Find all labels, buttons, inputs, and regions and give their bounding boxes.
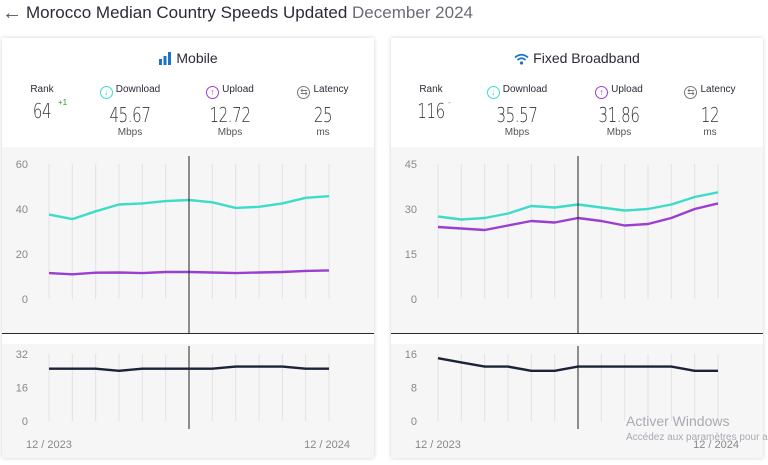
fixed-latency-unit: ms <box>703 127 717 138</box>
fixed-rank-value: 116 <box>417 99 445 123</box>
fixed-upload-value: 31.86 <box>598 103 640 127</box>
page-header: ← Morocco Median Country Speeds Updated … <box>0 0 768 28</box>
mobile-download-value: 45.67 <box>109 103 151 127</box>
page-title: Morocco Median Country Speeds Updated De… <box>26 3 473 23</box>
mobile-latency-chart-svg: 0 16 32 12 / 2023 12 / 2024 <box>16 346 350 451</box>
download-label: Download <box>115 84 161 95</box>
fixed-title-label: Fixed Broadband <box>533 50 640 66</box>
fixed-latency-chart[interactable]: 0 8 16 12 / 2023 12 / 2024 <box>391 344 763 458</box>
y-tick-label: 20 <box>16 249 28 261</box>
fixed-rank-stat: Rank 116 <box>409 84 453 123</box>
mobile-latency-unit: ms <box>316 127 330 138</box>
fixed-card: Fixed Broadband Rank 116 - ↓ Download 35.… <box>391 38 763 458</box>
latency-label: Latency <box>313 84 349 95</box>
y-tick-label: 16 <box>405 349 417 361</box>
y-tick-label: 0 <box>22 294 28 306</box>
windows-activation-title: Activer Windows <box>626 413 730 429</box>
fixed-upload-unit: Mbps <box>606 127 632 138</box>
y-tick-label: 30 <box>405 204 417 216</box>
windows-activation-text: Accédez aux paramètres pour activer Wind… <box>626 432 768 443</box>
fixed-download-value: 35.57 <box>496 103 538 127</box>
y-tick-label: 0 <box>22 416 28 428</box>
latency-label: Latency <box>700 84 736 95</box>
y-tick-label: 40 <box>16 204 28 216</box>
x-axis-start-label: 12 / 2023 <box>26 439 72 451</box>
upload-icon: ↑ <box>595 86 609 99</box>
rank-label: Rank <box>30 84 54 95</box>
chart-divider <box>391 333 763 334</box>
latency-icon: ⇆ <box>684 86 698 99</box>
mobile-latency-chart[interactable]: 0 16 32 12 / 2023 12 / 2024 <box>2 344 374 458</box>
mobile-upload-value: 12.72 <box>209 103 251 127</box>
y-tick-label: 0 <box>411 294 417 306</box>
fixed-download-stat: ↓ Download 35.57 Mbps <box>477 84 557 138</box>
upload-label: Upload <box>222 84 254 95</box>
mobile-upload-stat: ↑ Upload 12.72 Mbps <box>192 84 268 138</box>
mobile-rank-delta: +1 <box>58 98 68 107</box>
mobile-card-title: Mobile <box>2 50 374 66</box>
mobile-download-stat: ↓ Download 45.67 Mbps <box>90 84 170 138</box>
fixed-latency-stat: ⇆ Latency 12 ms <box>673 84 747 138</box>
mobile-speed-chart-svg: 0 20 40 60 <box>16 156 330 333</box>
mobile-rank-stat: Rank 64 <box>20 84 64 123</box>
mobile-title-label: Mobile <box>176 50 218 66</box>
rank-label: Rank <box>419 84 443 95</box>
page-title-text: Morocco Median Country Speeds Updated <box>26 3 348 22</box>
back-arrow-icon[interactable]: ← <box>2 2 22 24</box>
download-label: Download <box>502 84 548 95</box>
y-tick-label: 15 <box>405 249 417 261</box>
x-axis-end-label: 12 / 2024 <box>304 439 350 451</box>
upload-label: Upload <box>611 84 643 95</box>
fixed-latency-value: 12 <box>700 103 720 127</box>
fixed-latency-chart-svg: 0 8 16 12 / 2023 12 / 2024 <box>405 346 739 451</box>
mobile-download-unit: Mbps <box>117 127 143 138</box>
mobile-rank-value: 64 <box>32 99 52 123</box>
y-tick-label: 60 <box>16 159 28 171</box>
x-axis-end-label: 12 / 2024 <box>693 439 739 451</box>
fixed-speed-chart[interactable]: 0 15 30 45 <box>391 147 763 333</box>
wifi-icon <box>514 53 529 65</box>
latency-icon: ⇆ <box>297 86 311 99</box>
y-tick-label: 0 <box>411 416 417 428</box>
x-axis-start-label: 12 / 2023 <box>415 439 461 451</box>
mobile-upload-unit: Mbps <box>217 127 243 138</box>
signal-bars-icon <box>159 52 172 65</box>
mobile-latency-value: 25 <box>313 103 333 127</box>
download-icon: ↓ <box>486 86 500 99</box>
y-tick-label: 45 <box>405 159 417 171</box>
fixed-speed-chart-svg: 0 15 30 45 <box>405 156 719 333</box>
mobile-speed-chart[interactable]: 0 20 40 60 <box>2 147 374 333</box>
fixed-upload-stat: ↑ Upload 31.86 Mbps <box>581 84 657 138</box>
y-tick-label: 16 <box>16 383 28 395</box>
page-title-date: December 2024 <box>352 3 473 22</box>
fixed-card-title: Fixed Broadband <box>391 50 763 66</box>
mobile-card: Mobile Rank 64 +1 ↓ Download 45.67 Mbps ↑… <box>2 38 374 458</box>
y-tick-label: 8 <box>411 383 417 395</box>
mobile-latency-stat: ⇆ Latency 25 ms <box>286 84 360 138</box>
fixed-download-unit: Mbps <box>504 127 530 138</box>
y-tick-label: 32 <box>16 349 28 361</box>
fixed-rank-delta: - <box>448 98 451 107</box>
upload-icon: ↑ <box>206 86 220 99</box>
download-icon: ↓ <box>99 86 113 99</box>
chart-divider <box>2 333 374 334</box>
